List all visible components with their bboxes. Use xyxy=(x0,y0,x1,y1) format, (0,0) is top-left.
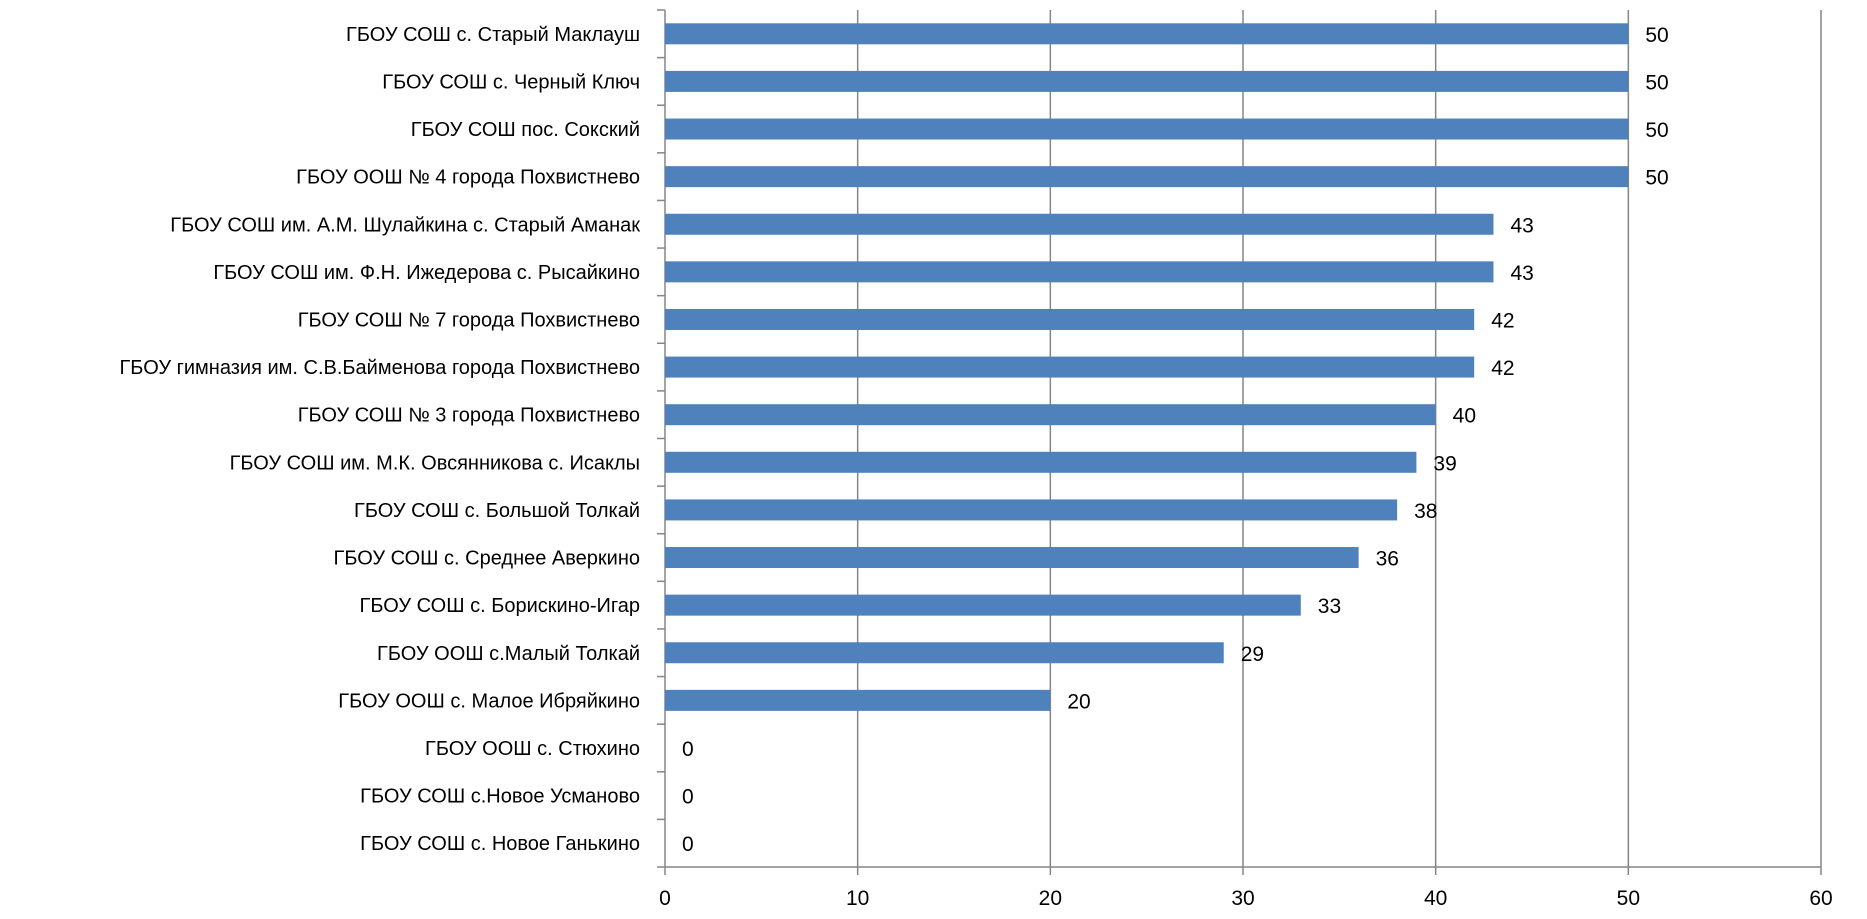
data-label: 42 xyxy=(1491,309,1514,332)
category-label: ГБОУ ООШ с. Стюхино xyxy=(425,738,640,760)
category-label: ГБОУ СОШ с. Среднее Аверкино xyxy=(333,548,640,570)
x-tick-label: 40 xyxy=(1424,887,1447,910)
labels: ГБОУ СОШ с. Старый Маклауш 50 ГБОУ СОШ с. … xyxy=(119,24,1668,856)
bar xyxy=(665,451,1417,473)
bar xyxy=(665,404,1436,426)
category-label: ГБОУ СОШ № 7 города Похвистнево xyxy=(298,309,640,331)
category-label: ГБОУ СОШ с. Большой Толкай xyxy=(354,500,640,522)
axes: 0 10 20 30 40 50 60 xyxy=(657,9,1833,910)
data-label: 33 xyxy=(1318,595,1341,618)
data-label: 0 xyxy=(682,738,694,761)
bar xyxy=(665,547,1359,569)
x-tick-label: 20 xyxy=(1039,887,1062,910)
bar xyxy=(665,689,1051,711)
bar xyxy=(665,499,1398,521)
bar xyxy=(665,213,1494,235)
category-label: ГБОУ СОШ № 3 города Похвистнево xyxy=(298,405,640,427)
data-label: 43 xyxy=(1510,214,1533,237)
gridlines xyxy=(856,10,1822,867)
category-label: ГБОУ СОШ с. Новое Ганькино xyxy=(360,833,640,855)
data-label: 50 xyxy=(1645,71,1668,94)
x-tick-label: 50 xyxy=(1617,887,1640,910)
category-label: ГБОУ СОШ им. А.М. Шулайкина с. Старый Ам… xyxy=(170,214,640,236)
data-label: 0 xyxy=(682,786,694,809)
data-label: 20 xyxy=(1067,690,1090,713)
data-label: 36 xyxy=(1376,548,1399,571)
category-label: ГБОУ ООШ № 4 города Похвистнево xyxy=(296,167,640,189)
bar xyxy=(665,594,1301,616)
bar xyxy=(665,261,1494,283)
bar xyxy=(665,356,1475,378)
data-label: 29 xyxy=(1241,643,1264,666)
x-tick-label: 30 xyxy=(1231,887,1254,910)
category-label: ГБОУ ООШ с.Малый Толкай xyxy=(377,643,640,665)
data-label: 40 xyxy=(1453,405,1476,428)
category-label: ГБОУ СОШ им. М.К. Овсянникова с. Исаклы xyxy=(230,452,640,474)
category-label: ГБОУ СОШ им. Ф.Н. Ижедерова с. Рысайкино xyxy=(213,262,640,284)
bar xyxy=(665,70,1629,92)
x-tick-label: 0 xyxy=(659,887,671,910)
data-label: 42 xyxy=(1491,357,1514,380)
bar xyxy=(665,642,1224,664)
category-label: ГБОУ СОШ с. Борискино-Игар xyxy=(360,595,640,617)
data-label: 0 xyxy=(682,833,694,856)
bar xyxy=(665,23,1629,45)
x-tick-label: 60 xyxy=(1809,887,1832,910)
category-label: ГБОУ гимназия им. С.В.Байменова города П… xyxy=(119,357,640,379)
category-label: ГБОУ СОШ с. Старый Маклауш xyxy=(346,24,640,46)
bar xyxy=(665,166,1629,188)
category-label: ГБОУ СОШ с.Новое Усманово xyxy=(360,786,640,808)
data-label: 38 xyxy=(1414,500,1437,523)
data-label: 43 xyxy=(1510,262,1533,285)
data-label: 39 xyxy=(1433,452,1456,475)
category-label: ГБОУ ООШ с. Малое Ибряйкино xyxy=(338,690,640,712)
data-label: 50 xyxy=(1645,119,1668,142)
data-label: 50 xyxy=(1645,167,1668,190)
bars xyxy=(665,23,1629,711)
bar xyxy=(665,308,1475,330)
bar xyxy=(665,118,1629,140)
category-label: ГБОУ СОШ с. Черный Ключ xyxy=(382,71,640,93)
x-tick-label: 10 xyxy=(846,887,869,910)
data-label: 50 xyxy=(1645,24,1668,47)
category-label: ГБОУ СОШ пос. Сокский xyxy=(411,119,640,141)
